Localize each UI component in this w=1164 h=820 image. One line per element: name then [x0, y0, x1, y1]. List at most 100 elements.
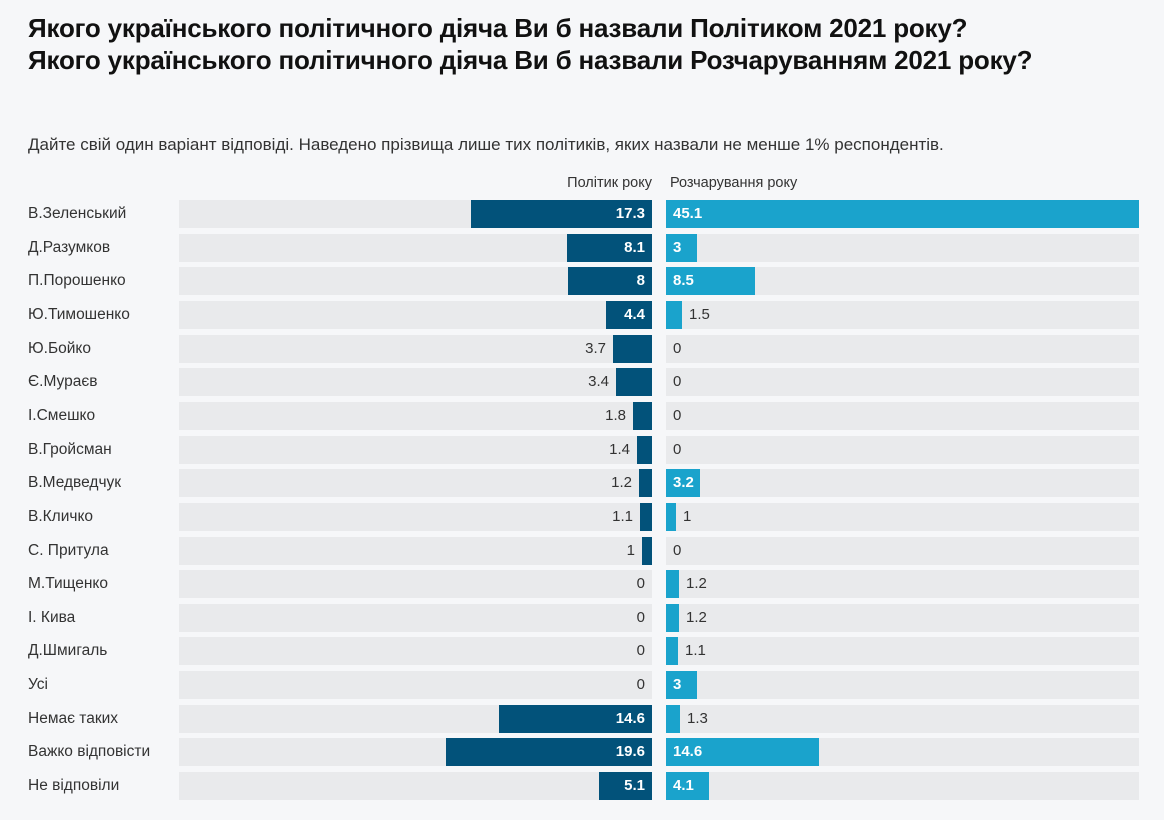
chart-row: В.Гройсман 1.4 0: [0, 435, 1164, 464]
chart-row: Усі 0 3: [0, 671, 1164, 700]
track-disappointment: 0: [666, 536, 1139, 565]
track-disappointment: 1.5: [666, 300, 1139, 329]
category-label: В.Кличко: [28, 507, 94, 525]
track-disappointment: 3: [666, 671, 1139, 700]
bar-politician: [640, 502, 652, 531]
category-label: Є.Мураєв: [28, 373, 98, 391]
track-politician: 1: [179, 536, 652, 565]
category-label: Усі: [28, 676, 49, 694]
value-label-disappointment: 1.1: [685, 642, 706, 660]
category-label: Д.Шмигаль: [28, 642, 108, 660]
value-label-politician: 8: [636, 272, 645, 290]
bar-politician: [446, 738, 652, 767]
value-label-politician: 1.1: [612, 507, 633, 525]
value-label-politician: 1.8: [605, 406, 626, 424]
bar-disappointment: [666, 502, 676, 531]
bar-disappointment: [666, 267, 755, 296]
bar-politician: [606, 300, 652, 329]
track-politician: 0: [179, 637, 652, 666]
chart-subtitle: Дайте свій один варіант відповіді. Навед…: [28, 135, 944, 154]
bar-disappointment: [666, 738, 819, 767]
chart-row: Не відповіли 5.1 4.1: [0, 772, 1164, 801]
value-label-disappointment: 3: [673, 238, 682, 256]
track-politician: 17.3: [179, 200, 652, 228]
track-politician: 1.8: [179, 401, 652, 430]
track-politician: 3.4: [179, 368, 652, 397]
title-line-disappointment: Якого українського політичного діяча Ви …: [28, 45, 1033, 75]
chart-row: С. Притула 1 0: [0, 536, 1164, 565]
track-disappointment: 8.5: [666, 267, 1139, 296]
category-label: М.Тищенко: [28, 575, 108, 593]
chart-row: І. Кива 0 1.2: [0, 603, 1164, 632]
track-disappointment: 45.1: [666, 200, 1139, 228]
track-politician: 8: [179, 267, 652, 296]
chart-row: Д.Шмигаль 0 1.1: [0, 637, 1164, 666]
chart-row: П.Порошенко 8 8.5: [0, 267, 1164, 296]
value-label-disappointment: 8.5: [673, 272, 694, 290]
bar-politician: [568, 267, 652, 296]
chart-row: Ю.Тимошенко 4.4 1.5: [0, 300, 1164, 329]
chart-row: Немає таких 14.6 1.3: [0, 704, 1164, 733]
bar-politician: [599, 772, 652, 801]
track-politician: 8.1: [179, 233, 652, 262]
track-politician: 5.1: [179, 772, 652, 801]
chart-title: Якого українського політичного діяча Ви …: [28, 12, 1148, 76]
value-label-disappointment: 1.5: [689, 305, 710, 323]
track-disappointment: 1.2: [666, 570, 1139, 599]
value-label-disappointment: 0: [673, 541, 682, 559]
track-politician: 0: [179, 603, 652, 632]
bar-disappointment: [666, 233, 697, 262]
value-label-disappointment: 1.2: [686, 608, 707, 626]
value-label-politician: 0: [636, 608, 645, 626]
value-label-disappointment: 0: [673, 440, 682, 458]
track-politician: 4.4: [179, 300, 652, 329]
track-politician: 19.6: [179, 738, 652, 767]
category-label: Важко відповісти: [28, 743, 151, 761]
value-label-politician: 3.4: [588, 373, 609, 391]
bar-politician: [471, 200, 652, 228]
chart-row: В.Зеленський 17.3 45.1: [0, 200, 1164, 228]
chart-row: І.Смешко 1.8 0: [0, 401, 1164, 430]
column-header-politician: Політик року: [567, 175, 652, 191]
bar-politician: [613, 334, 652, 363]
value-label-politician: 14.6: [615, 709, 645, 727]
value-label-disappointment: 14.6: [673, 743, 703, 761]
value-label-disappointment: 1: [683, 507, 692, 525]
bar-disappointment: [666, 603, 679, 632]
bar-politician: [639, 469, 652, 498]
value-label-disappointment: 45.1: [673, 205, 703, 222]
chart-row: Ю.Бойко 3.7 0: [0, 334, 1164, 363]
bar-politician: [642, 536, 652, 565]
value-label-politician: 0: [636, 575, 645, 593]
track-disappointment: 4.1: [666, 772, 1139, 801]
value-label-politician: 1: [626, 541, 635, 559]
value-label-politician: 1.4: [609, 440, 630, 458]
category-label: Д.Разумков: [28, 238, 111, 256]
bar-politician: [616, 368, 652, 397]
column-header-disappointment: Розчарування року: [670, 175, 798, 191]
bar-disappointment: [666, 200, 1139, 228]
value-label-disappointment: 1.2: [686, 575, 707, 593]
chart-row: М.Тищенко 0 1.2: [0, 570, 1164, 599]
value-label-politician: 17.3: [615, 205, 645, 222]
track-politician: 1.4: [179, 435, 652, 464]
bar-disappointment: [666, 671, 697, 700]
value-label-politician: 19.6: [615, 743, 645, 761]
value-label-disappointment: 1.3: [687, 709, 708, 727]
value-label-politician: 5.1: [624, 777, 645, 795]
category-label: В.Гройсман: [28, 440, 112, 458]
chart-row: Важко відповісти 19.6 14.6: [0, 738, 1164, 767]
category-label: П.Порошенко: [28, 272, 126, 290]
chart-row: Є.Мураєв 3.4 0: [0, 368, 1164, 397]
track-disappointment: 3: [666, 233, 1139, 262]
track-disappointment: 0: [666, 401, 1139, 430]
track-disappointment: 0: [666, 334, 1139, 363]
category-label: Ю.Бойко: [28, 339, 91, 357]
category-label: Не відповіли: [28, 777, 120, 795]
category-label: Ю.Тимошенко: [28, 305, 130, 323]
category-label: В.Зеленський: [28, 205, 127, 222]
track-politician: 3.7: [179, 334, 652, 363]
value-label-disappointment: 0: [673, 339, 682, 357]
value-label-politician: 8.1: [624, 238, 645, 256]
